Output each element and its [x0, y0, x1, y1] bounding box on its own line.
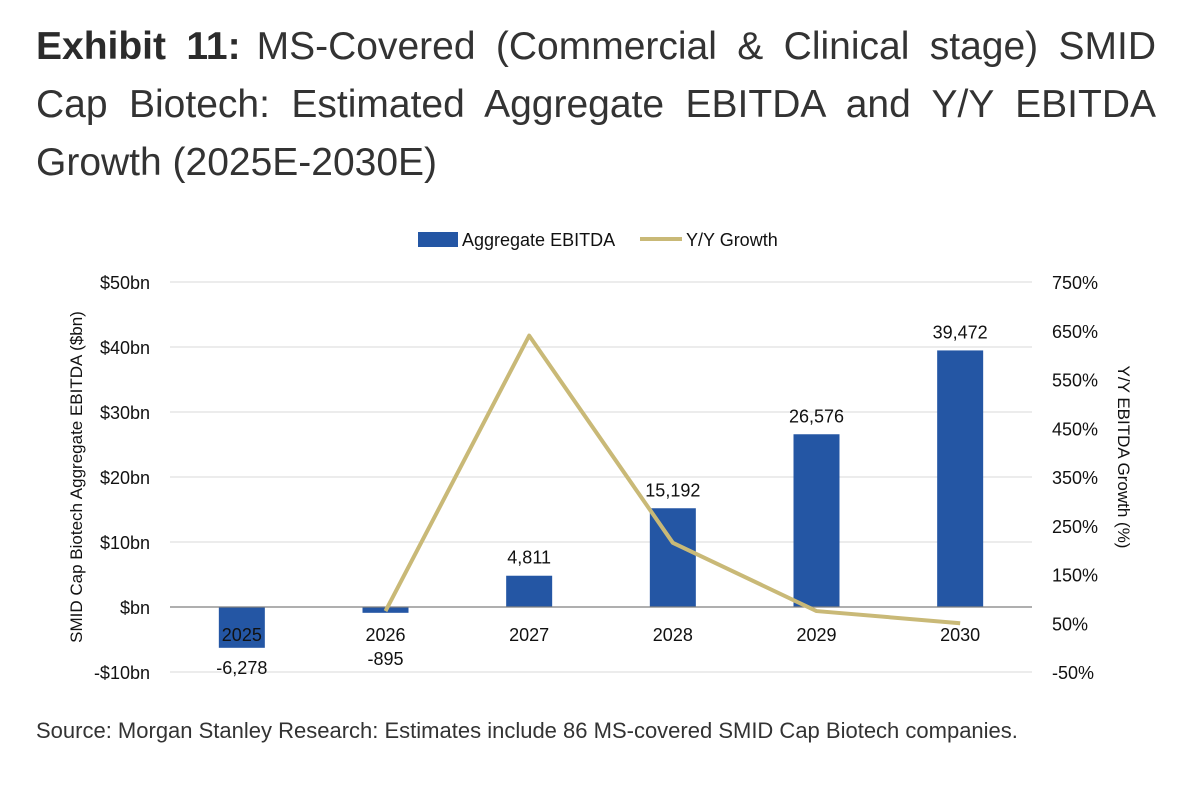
y2-tick-label: 150% — [1052, 566, 1098, 586]
y2-axis-title: Y/Y EBITDA Growth (%) — [1114, 366, 1133, 549]
bar-data-label: -895 — [367, 649, 403, 669]
chart: -$10bn $bn $10bn $20bn $30bn $40bn $50bn -50% 50… — [67, 230, 1133, 683]
legend-label-yy-growth: Y/Y Growth — [686, 230, 778, 250]
y-tick-label: $10bn — [100, 533, 150, 553]
bar-aggregate-ebitda — [218, 607, 265, 648]
y-tick-label: $30bn — [100, 403, 150, 423]
y-tick-label: -$10bn — [94, 663, 150, 683]
y2-tick-label: 250% — [1052, 517, 1098, 537]
legend-label-aggregate-ebitda: Aggregate EBITDA — [462, 230, 615, 250]
x-tick-label: 2025 — [222, 625, 262, 645]
y-tick-label: $bn — [120, 598, 150, 618]
x-tick-label: 2028 — [653, 625, 693, 645]
y-tick-label: $20bn — [100, 468, 150, 488]
bar-data-label: 15,192 — [645, 480, 700, 500]
x-tick-label: 2030 — [940, 625, 980, 645]
source-note: Source: Morgan Stanley Research: Estimat… — [36, 718, 1018, 743]
bar-aggregate-ebitda — [937, 350, 984, 607]
bar-data-label: 4,811 — [507, 548, 551, 568]
bar-aggregate-ebitda — [649, 508, 696, 607]
bar-data-label: 26,576 — [789, 406, 844, 426]
exhibit-title: Exhibit 11: MS-Covered (Commercial & Clin… — [36, 18, 1156, 192]
y2-tick-label: 650% — [1052, 322, 1098, 342]
line-yy-growth — [383, 333, 961, 626]
y2-tick-label: 550% — [1052, 371, 1098, 391]
x-tick-label: 2029 — [796, 625, 836, 645]
legend-swatch-aggregate-ebitda — [418, 232, 458, 247]
bar-aggregate-ebitda — [793, 434, 840, 607]
exhibit-number: Exhibit 11: — [36, 25, 241, 68]
y2-tick-label: -50% — [1052, 663, 1094, 683]
y2-tick-label: 450% — [1052, 419, 1098, 439]
y-axis-title: SMID Cap Biotech Aggregate EBITDA ($bn) — [67, 311, 86, 643]
y2-tick-label: 750% — [1052, 273, 1098, 293]
y2-tick-label: 350% — [1052, 468, 1098, 488]
y-tick-label: $50bn — [100, 273, 150, 293]
bar-data-label: -6,278 — [216, 658, 267, 678]
bar-data-label: 39,472 — [933, 322, 988, 342]
exhibit-title-text: MS-Covered (Commercial & Clinical stage)… — [36, 25, 1157, 184]
y2-tick-label: 50% — [1052, 614, 1088, 634]
x-tick-label: 2026 — [365, 625, 405, 645]
bar-aggregate-ebitda — [506, 575, 553, 607]
y-tick-label: $40bn — [100, 338, 150, 358]
x-tick-label: 2027 — [509, 625, 549, 645]
